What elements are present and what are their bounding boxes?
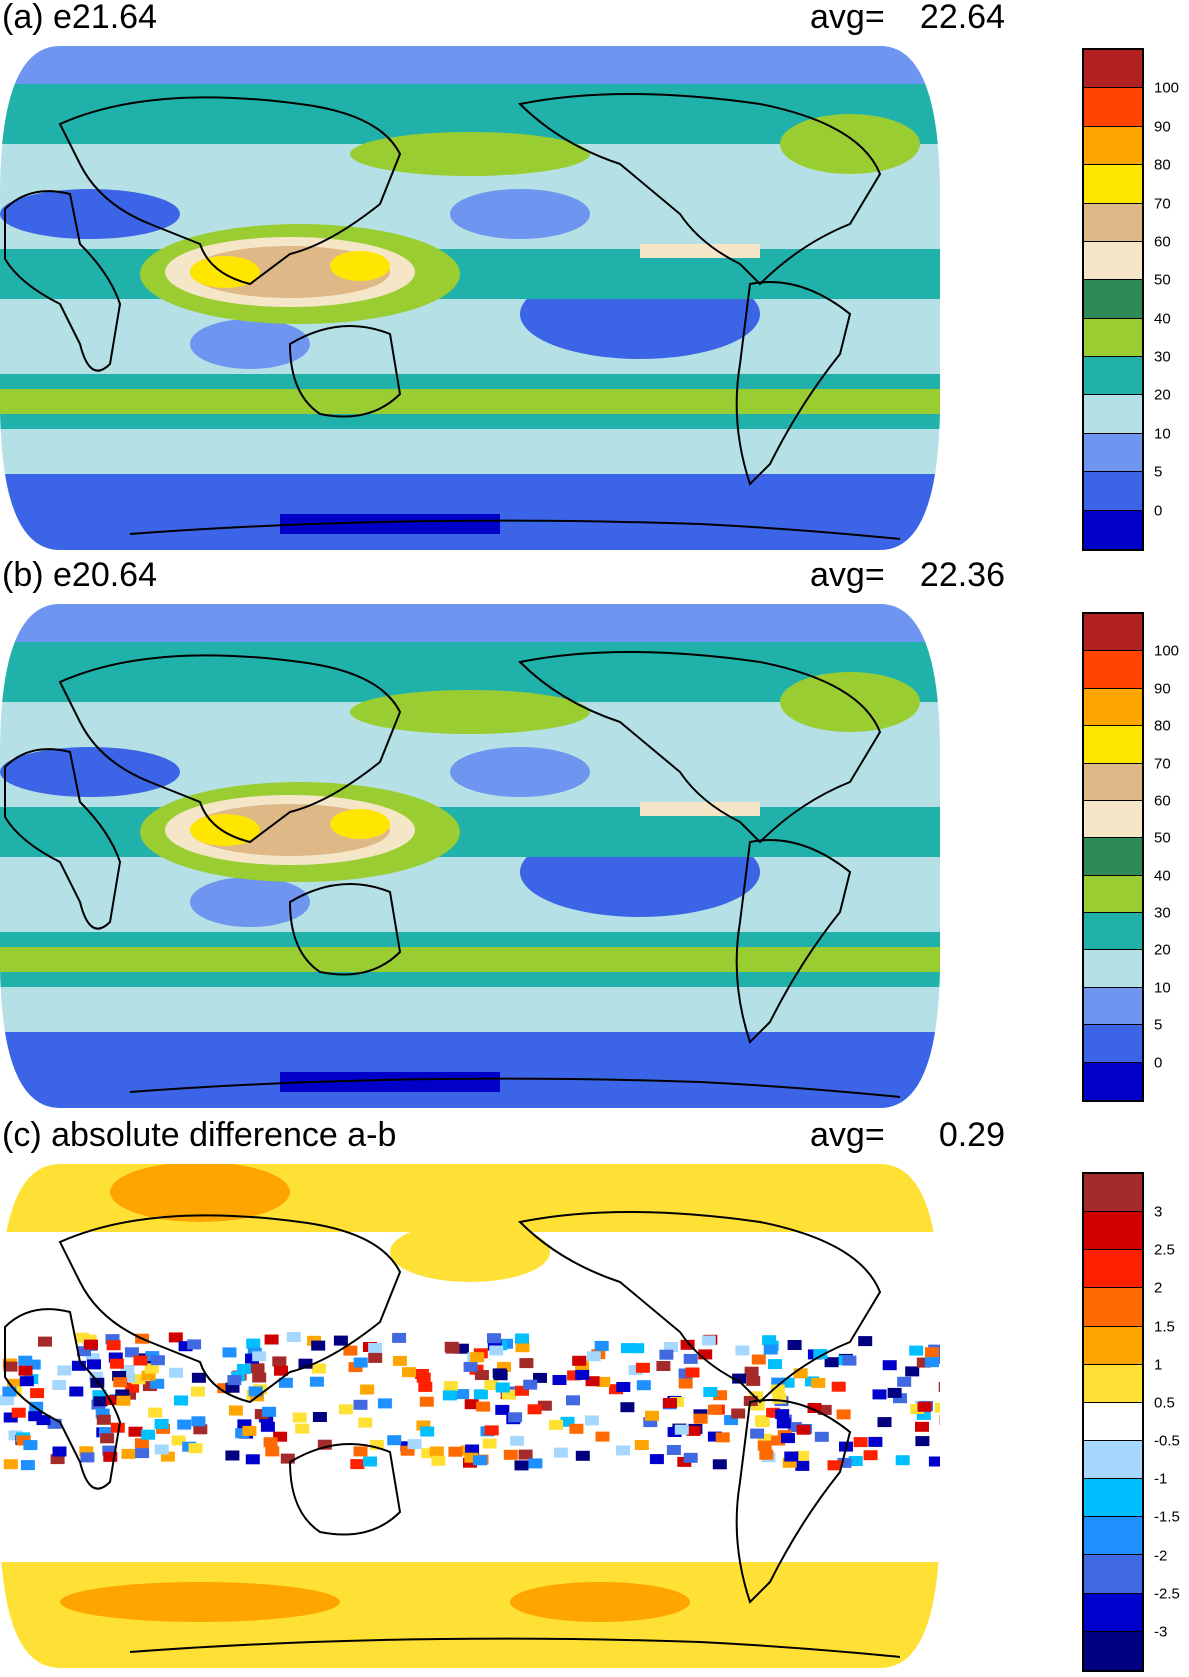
colorbar-tick-label: -2.5 [1154,1585,1180,1603]
colorbar-tick-label: 70 [1154,195,1171,213]
colorbar-swatch [1084,472,1142,511]
colorbar-swatch [1084,1555,1142,1594]
colorbar-swatch [1084,838,1142,876]
avg-label: avg= [810,0,885,36]
colorbar-swatch [1084,1402,1142,1441]
colorbar-tick-label: -1.5 [1154,1508,1180,1526]
colorbar-swatch [1084,433,1142,473]
colorbar-tick-label: 1 [1154,1356,1163,1374]
colorbar-swatch [1084,763,1142,801]
colorbar-tick-label: 30 [1154,904,1171,922]
colorbar-swatch [1084,651,1142,689]
colorbar-tick-label: 30 [1154,348,1171,366]
map-difference [0,1164,940,1668]
avg-value: 22.36 [919,556,1005,594]
colorbar-swatch [1084,1288,1142,1327]
colorbar-tick-label: 80 [1154,156,1171,174]
colorbar-swatch [1084,203,1142,242]
coastlines [4,93,901,540]
coastlines [4,651,901,1098]
avg-value: 0.29 [938,1116,1005,1154]
colorbar-swatch [1084,357,1142,396]
panel-title: (c) absolute difference a-b [2,1116,397,1154]
map-field [0,604,940,1108]
colorbar-tick-label: 2.5 [1154,1241,1175,1259]
colorbar-swatch [1084,987,1142,1026]
colorbar-swatch [1084,510,1142,549]
colorbar-swatch [1084,1631,1142,1670]
colorbar-tick-label: 90 [1154,680,1171,698]
colorbar-tick-label: -3 [1154,1623,1168,1641]
colorbar-tick-label: 70 [1154,755,1171,773]
colorbar-swatch [1084,1440,1142,1480]
colorbar-swatch [1084,1174,1142,1213]
colorbar-tick-label: 60 [1154,233,1171,251]
colorbar-tick-label: 2 [1154,1279,1163,1297]
coastlines [4,1211,901,1658]
map-field [0,1164,940,1668]
colorbar-swatch [1084,800,1142,839]
colorbar-swatch [1084,280,1142,319]
colorbar-tick-label: 50 [1154,829,1171,847]
colorbar-b [1082,612,1144,1102]
colorbar-tick-label: 50 [1154,271,1171,289]
colorbar-tick-label: 90 [1154,118,1171,136]
colorbar-tick-label: 0.5 [1154,1394,1175,1412]
colorbar-swatch [1084,1593,1142,1632]
colorbar-tick-label: 20 [1154,941,1171,959]
colorbar-swatch [1084,165,1142,204]
panel-title: (b) e20.64 [2,556,157,594]
colorbar-swatch [1084,913,1142,951]
colorbar-swatch [1084,318,1142,357]
colorbar-swatch [1084,688,1142,727]
map-field [0,46,940,550]
colorbar-tick-label: 20 [1154,386,1171,404]
colorbar-swatch [1084,395,1142,434]
panel-title: (a) e21.64 [2,0,157,36]
colorbar-swatch [1084,1326,1142,1365]
colorbar-tick-label: -2 [1154,1547,1168,1565]
colorbar-tick-label: 5 [1154,1016,1163,1034]
colorbar-tick-label: 80 [1154,717,1171,735]
colorbar-tick-label: 0 [1154,1054,1163,1072]
colorbar-swatch [1084,950,1142,988]
colorbar-swatch [1084,1250,1142,1289]
colorbar-swatch [1084,241,1142,281]
colorbar-c [1082,1172,1144,1672]
colorbar-tick-label: 10 [1154,979,1171,997]
colorbar-swatch [1084,126,1142,166]
colorbar-swatch [1084,1479,1142,1518]
colorbar-swatch [1084,1062,1142,1100]
avg-label: avg= [810,1116,885,1154]
colorbar-tick-label: -1 [1154,1470,1168,1488]
colorbar-swatch [1084,88,1142,127]
colorbar-swatch [1084,50,1142,89]
colorbar-tick-label: 100 [1154,642,1180,660]
colorbar-swatch [1084,1517,1142,1556]
colorbar-tick-label: 10 [1154,425,1171,443]
map-precipitation-a [0,46,940,550]
colorbar-tick-label: 5 [1154,463,1163,481]
colorbar-tick-label: -0.5 [1154,1432,1180,1450]
colorbar-tick-label: 40 [1154,310,1171,328]
colorbar-swatch [1084,875,1142,913]
colorbar-swatch [1084,726,1142,764]
colorbar-tick-label: 1.5 [1154,1318,1175,1336]
colorbar-tick-label: 100 [1154,79,1180,97]
colorbar-swatch [1084,1364,1142,1403]
colorbar-tick-label: 60 [1154,792,1171,810]
colorbar-swatch [1084,1025,1142,1063]
colorbar-tick-label: 40 [1154,867,1171,885]
colorbar-tick-label: 0 [1154,502,1163,520]
avg-label: avg= [810,556,885,594]
colorbar-a [1082,48,1144,551]
colorbar-swatch [1084,1212,1142,1251]
colorbar-tick-label: 3 [1154,1203,1163,1221]
colorbar-swatch [1084,614,1142,652]
avg-value: 22.64 [919,0,1005,36]
map-precipitation-b [0,604,940,1108]
